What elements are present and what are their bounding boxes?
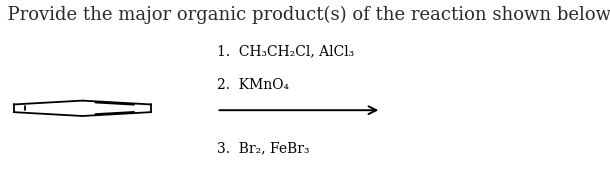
- Text: 3.  Br₂, FeBr₃: 3. Br₂, FeBr₃: [217, 141, 309, 155]
- Text: . Provide the major organic product(s) of the reaction shown below.: . Provide the major organic product(s) o…: [0, 6, 610, 24]
- Text: 2.  KMnO₄: 2. KMnO₄: [217, 78, 289, 93]
- Text: 1.  CH₃CH₂Cl, AlCl₃: 1. CH₃CH₂Cl, AlCl₃: [217, 44, 354, 58]
